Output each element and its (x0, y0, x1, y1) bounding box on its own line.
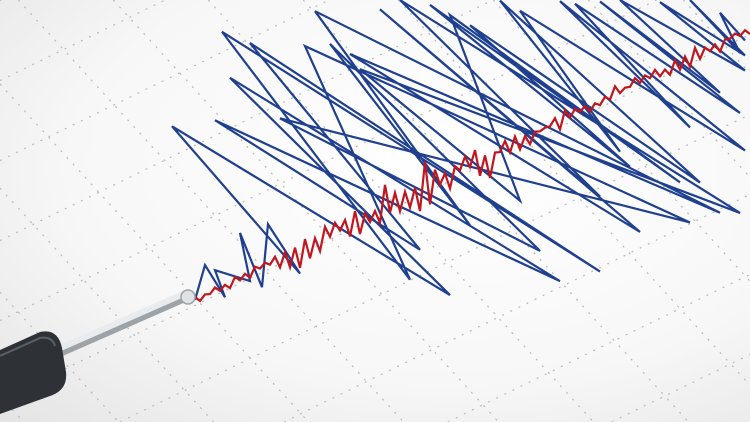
stylus-tip (180, 289, 196, 305)
seismic-trace-blue (171, 0, 746, 301)
stylus (0, 289, 196, 414)
grid-line (447, 273, 750, 422)
grid-line (0, 0, 494, 242)
stylus-holder (0, 331, 67, 414)
grid-line (112, 0, 500, 422)
seismic-trace-red (194, 28, 750, 303)
grid-line (0, 0, 166, 82)
grid-line (682, 0, 750, 74)
grid-line (611, 353, 750, 422)
grid-line (0, 0, 2, 2)
grid-line (283, 193, 750, 422)
grid-line (587, 0, 750, 178)
